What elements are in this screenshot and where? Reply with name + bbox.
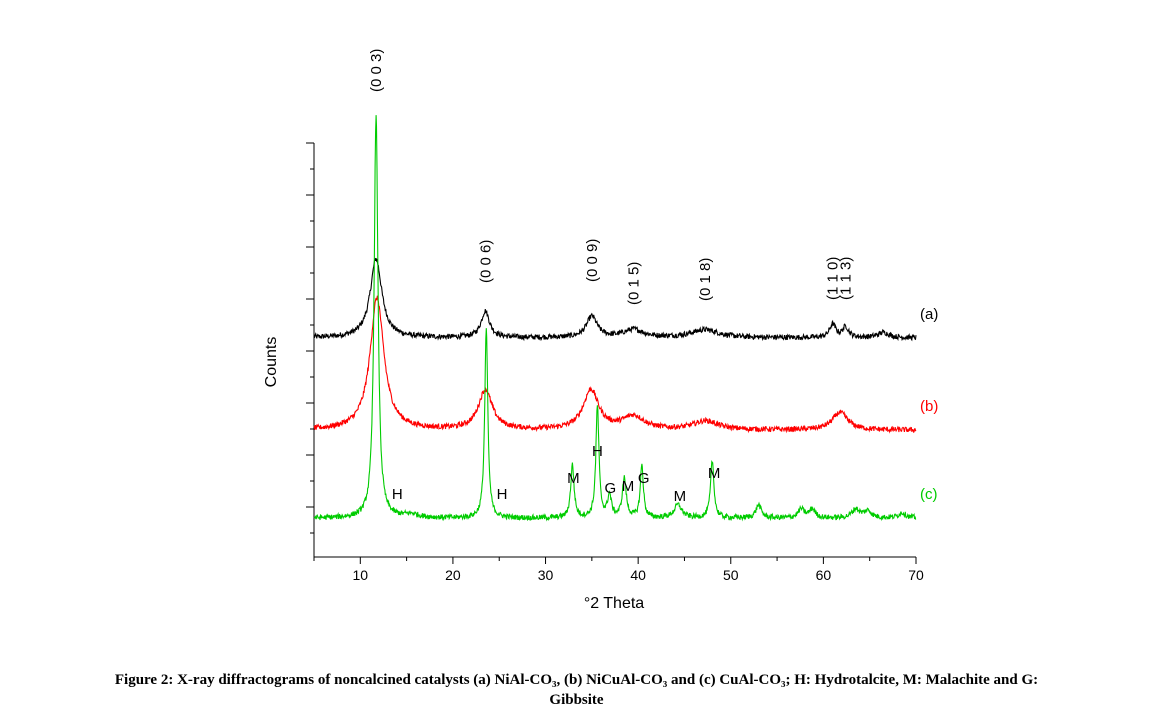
chart-series: (a) (b) (c): [313, 115, 938, 522]
phase-label: M: [622, 478, 635, 495]
x-tick-label: 10: [353, 567, 369, 583]
figure-caption: Figure 2: X-ray diffractograms of noncal…: [0, 670, 1153, 710]
phase-label: M: [674, 488, 687, 505]
series-line-1: [313, 257, 917, 342]
miller-index-label: (0 1 5): [626, 262, 643, 305]
phase-label: H: [392, 486, 403, 503]
phase-label: H: [497, 486, 508, 503]
series-line-2: [313, 295, 917, 434]
caption-line-2: Gibbsite: [549, 692, 604, 708]
miller-index-label: (0 0 6): [477, 240, 494, 283]
x-axis-label: °2 Theta: [584, 595, 644, 612]
y-axis-label: Counts: [263, 337, 280, 388]
miller-index-label: (1 1 0): [825, 257, 842, 300]
miller-index-label: (0 0 3): [368, 49, 385, 92]
phase-label: H: [592, 443, 603, 460]
xrd-chart: 10 20 30 40 50 60 70 (a)(b)(c) (0 0 3)(0 0 6)(…: [263, 49, 938, 612]
x-tick-label: 60: [816, 567, 832, 583]
chart-labels: (0 0 3) (0 0 6) (0 0 9) (0 1 5) (0 1 8) (1 1 …: [368, 49, 855, 505]
chart-axes: 10 20 30 40 50 60 70: [306, 142, 924, 583]
phase-label: G: [638, 470, 650, 487]
phase-label: M: [708, 465, 721, 482]
miller-index-label: (0 0 9): [584, 239, 601, 282]
series-label: (a): [920, 306, 938, 323]
series-label: (c): [920, 486, 938, 503]
series-label: (b): [920, 398, 938, 415]
caption-line-1: Figure 2: X-ray diffractograms of noncal…: [114, 672, 1039, 688]
series-line-3: [313, 115, 917, 522]
phase-label: M: [567, 470, 580, 487]
x-tick-label: 40: [630, 567, 646, 583]
x-tick-label: 30: [538, 567, 554, 583]
miller-index-label: (1 1 3): [838, 257, 855, 300]
x-tick-label: 50: [723, 567, 739, 583]
miller-index-label: (0 1 8): [697, 258, 714, 301]
phase-label: G: [605, 480, 617, 497]
x-tick-label: 70: [908, 567, 924, 583]
x-tick-label: 20: [445, 567, 461, 583]
